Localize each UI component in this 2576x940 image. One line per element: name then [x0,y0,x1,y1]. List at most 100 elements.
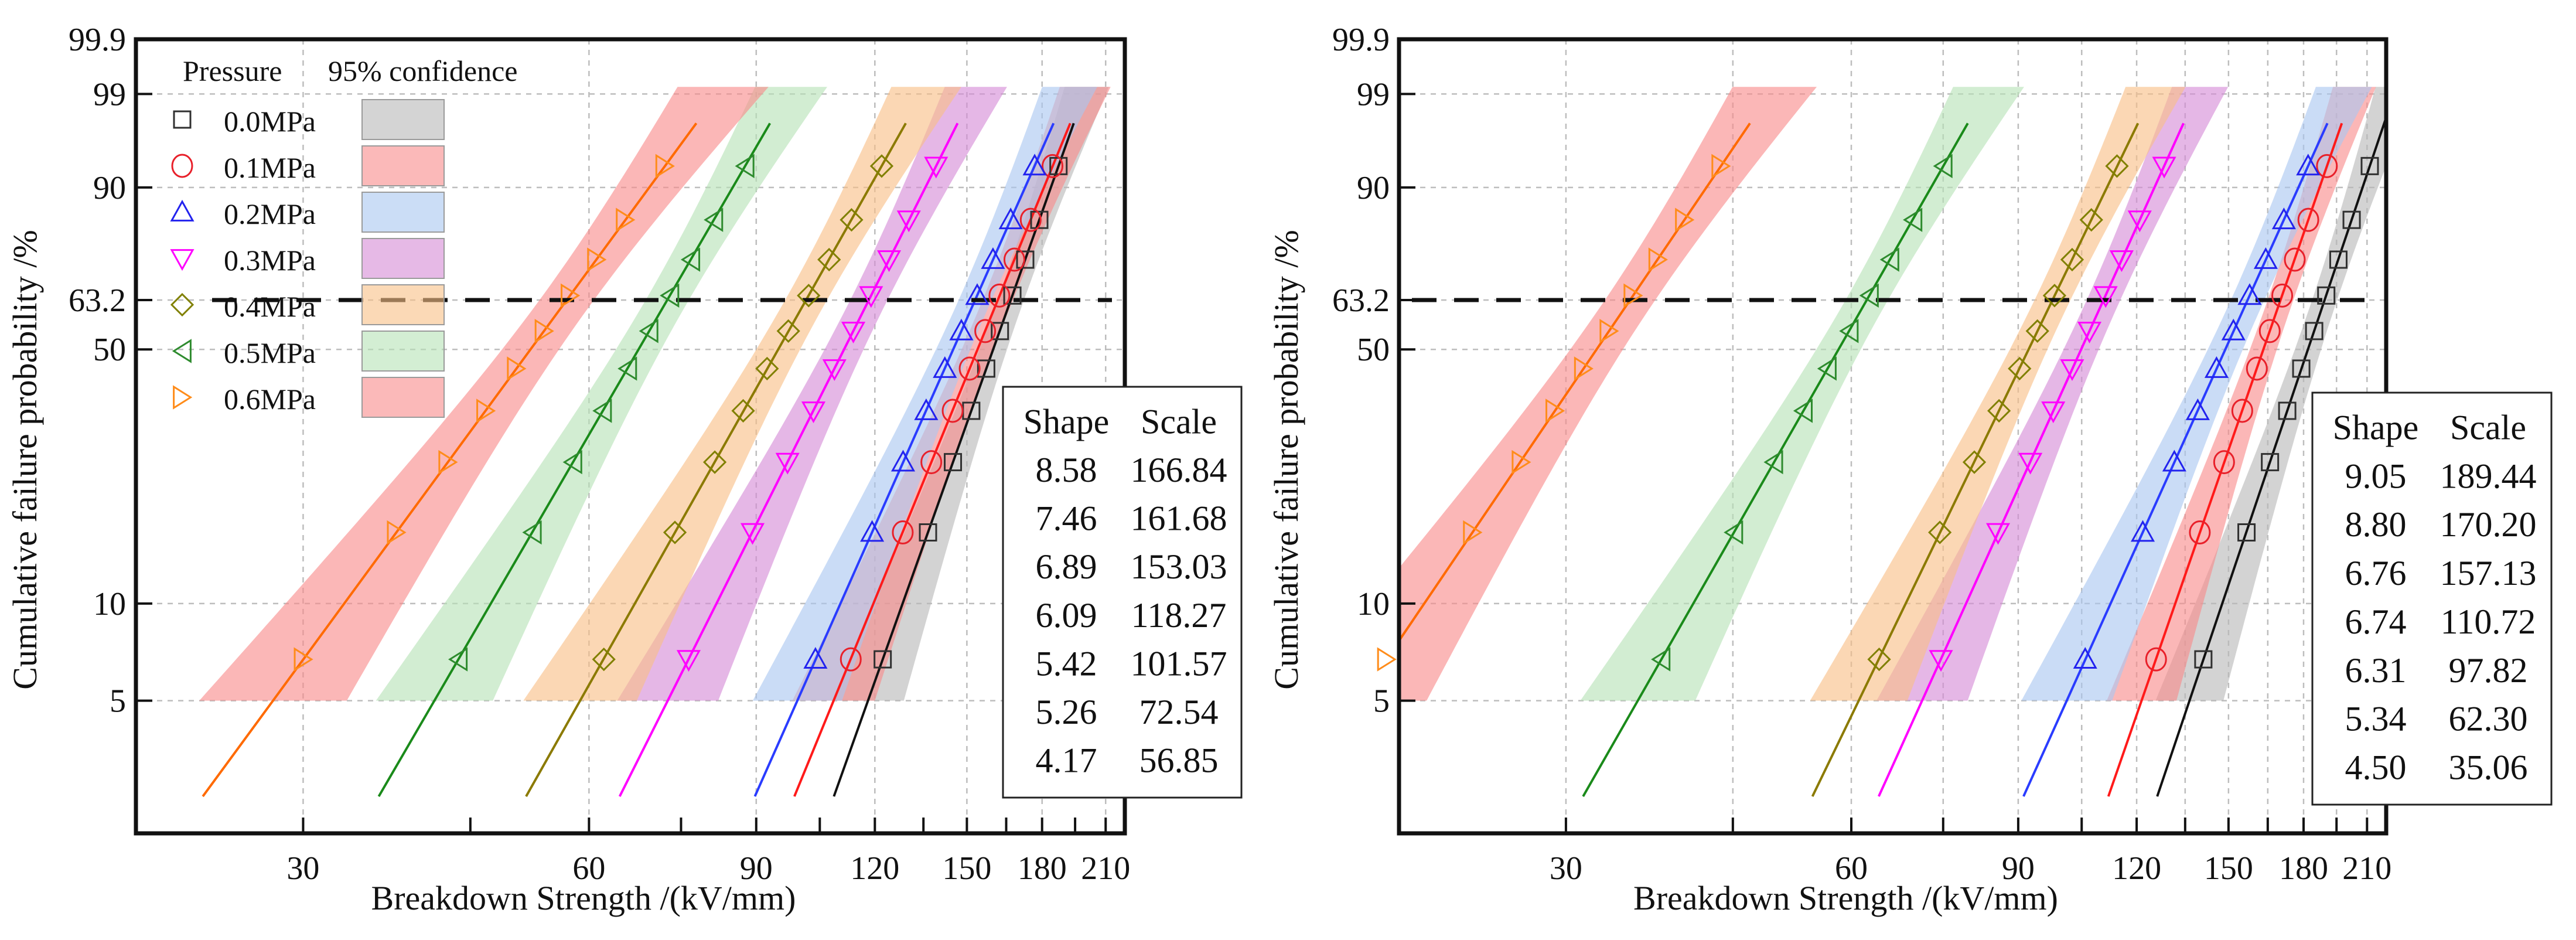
data-point [387,520,407,545]
shape-value: 5.26 [1036,693,1097,731]
scale-value: 72.54 [1139,693,1219,731]
data-point [1903,207,1923,232]
data-point [2162,449,2186,472]
x-tick-label: 210 [2342,850,2391,887]
data-point [1839,319,1859,343]
y-tick-label: 5 [110,683,126,720]
series-points-5 [1651,154,1953,672]
data-point [991,322,1009,340]
data-point [2246,356,2268,381]
scale-value: 35.06 [2449,748,2528,787]
y-axis-title: Cumulative failure probability /% [6,230,44,689]
data-point [2194,650,2213,669]
legend-band-swatch [361,238,445,279]
x-tick-label: 90 [2002,850,2035,887]
data-point [1675,207,1695,232]
series-points-0 [874,156,1068,669]
fit-line-2 [753,122,1055,797]
scale-value: 189.44 [2440,457,2537,495]
shape-value: 5.34 [2345,700,2407,738]
scale-value: 110.72 [2441,602,2536,641]
legend-marker [170,249,195,271]
data-point [616,207,636,232]
shape-value: 6.89 [1036,547,1097,586]
data-point [797,284,821,308]
x-tick-label: 60 [1835,850,1868,887]
data-point [840,208,864,232]
x-tick-label: 30 [1550,850,1582,887]
data-point [988,283,1011,308]
legend-marker [172,339,192,363]
shape-value: 9.05 [2345,457,2407,495]
data-point [2271,207,2296,230]
data-point [981,247,1005,269]
y-tick-label: 10 [1357,586,1390,622]
data-point [2093,286,2118,308]
data-point [1463,520,1483,545]
data-point [2079,208,2103,232]
scale-value: 170.20 [2440,505,2537,544]
data-point [919,523,937,542]
data-point [860,520,885,542]
data-point [2284,247,2306,272]
legend-item-4: 0.4MPa [170,284,445,325]
data-point [965,283,990,305]
legend-item-1: 0.1MPa [171,145,445,186]
shape-value: 7.46 [1036,499,1097,538]
x-tick-label: 30 [286,850,319,887]
confidence-band-6 [199,87,769,701]
y-tick-label: 99 [1357,76,1390,113]
data-point [448,647,468,672]
data-point [1987,399,2011,423]
series-points-5 [448,154,755,672]
table-row: 9.05 189.44 [2345,457,2537,495]
weibull-parameter-table: Shape Scale 9.05 189.44 8.80 170.20 6.76 157.13… [2311,391,2553,806]
data-point [2213,450,2235,475]
data-point [1929,650,1953,672]
x-tick-label: 180 [2279,850,2328,887]
legend-band-swatch [361,377,445,418]
fit-line-0 [832,122,1075,797]
series-points-4 [592,154,894,672]
data-point [2025,319,2049,343]
series-points-1 [840,154,1064,672]
table-row: 7.46 161.68 [1036,499,1227,538]
series-points-1 [2145,154,2338,672]
legend-label: 0.2MPa [224,197,316,230]
data-point [924,156,948,179]
data-point [2073,647,2097,669]
plot-area [1399,87,2386,797]
y-tick-label: 99 [93,76,126,113]
data-point [2077,321,2102,343]
confidence-band-4 [523,87,961,701]
data-point [2297,207,2319,232]
shape-value: 6.31 [2345,651,2407,690]
data-point [476,399,496,423]
data-point [1724,520,1744,545]
table-row: 8.80 170.20 [2345,505,2537,544]
shape-value: 6.09 [1036,596,1097,635]
y-tick-label: 63.2 [1332,282,1390,319]
data-point [2060,359,2084,382]
weibull-chart-1: 30 60 90 120 150 180 210 99.9 99 90 63.2 50 10 5 Break… [6,22,1243,917]
legend-label: 0.4MPa [224,290,316,323]
x-tick-label: 150 [942,850,991,887]
confidence-band-4 [1810,87,2186,701]
table-row: 6.89 153.03 [1036,547,1227,586]
series-points-0 [2194,156,2379,669]
legend-item-3: 0.3MPa [170,238,445,279]
data-point [1030,210,1049,229]
data-point [869,154,894,178]
shape-value: 4.50 [2345,748,2407,787]
data-point [1648,247,1668,272]
scale-value: 97.82 [2449,651,2528,690]
fit-line-5 [377,122,772,797]
plot-area [199,87,1111,798]
data-point [2305,322,2323,340]
data-point [775,452,800,475]
table-row: 6.74 110.72 [2345,602,2536,641]
data-point [1019,207,1042,232]
data-point [1928,520,1952,544]
data-point [1512,449,1531,475]
shape-value: 8.80 [2345,505,2407,544]
